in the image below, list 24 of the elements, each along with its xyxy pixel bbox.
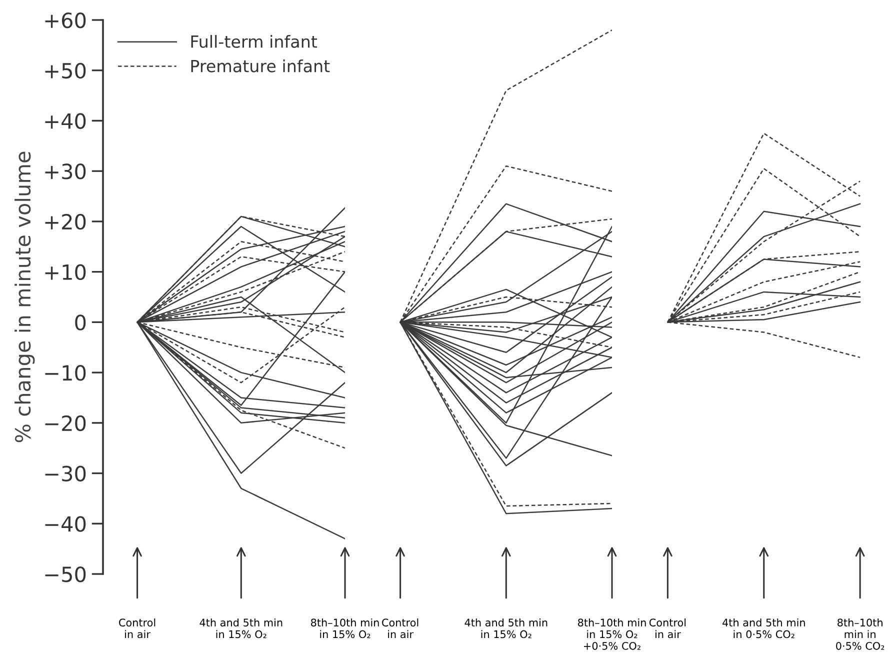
y-tick-label: +40 bbox=[45, 113, 86, 129]
x-tick-label: 8th–10th min in 15% O₂ bbox=[311, 618, 379, 638]
y-tick-label: −40 bbox=[45, 516, 86, 532]
x-tick-label: 4th and 5th min in 0·5% CO₂ bbox=[722, 618, 805, 638]
x-tick-label: 8th–10th min in 0·5% CO₂ bbox=[836, 618, 884, 650]
y-tick-label: +50 bbox=[45, 62, 86, 79]
y-tick-label: +30 bbox=[45, 164, 86, 180]
y-tick-label: −20 bbox=[45, 415, 86, 432]
y-tick-label: +60 bbox=[45, 12, 86, 28]
x-tick-label: 8th–10th min in 15% O₂ +0·5% CO₂ bbox=[578, 618, 646, 650]
x-tick-label: Control in air bbox=[649, 618, 686, 638]
y-tick-label: +10 bbox=[45, 264, 86, 280]
y-tick-label: −10 bbox=[45, 365, 86, 381]
x-tick-label: 4th and 5th min in 15% O₂ bbox=[200, 618, 282, 638]
x-tick-label: Control in air bbox=[119, 618, 156, 638]
y-tick-label: +20 bbox=[45, 214, 86, 230]
y-tick-label: 0 bbox=[75, 314, 86, 330]
y-axis-title: % change in minute volume bbox=[14, 152, 35, 442]
x-tick-label: Control in air bbox=[382, 618, 418, 638]
legend-label: Premature infant bbox=[191, 59, 330, 72]
y-tick-label: −30 bbox=[45, 466, 86, 482]
y-tick-label: −50 bbox=[45, 566, 86, 582]
legend-label: Full-term infant bbox=[191, 35, 318, 48]
x-tick-label: 4th and 5th min in 15% O₂ bbox=[464, 618, 548, 638]
